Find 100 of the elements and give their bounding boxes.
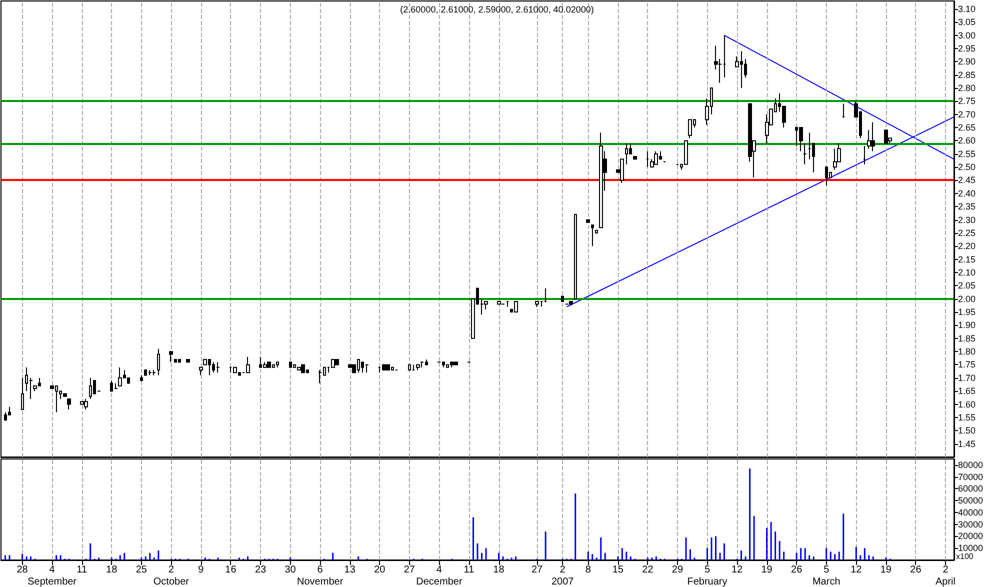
candlestick — [595, 230, 598, 234]
y-tick-label: 3.05 — [958, 17, 976, 28]
x-tick-label: 12 — [850, 564, 862, 576]
candlestick — [289, 362, 292, 368]
x-tick-label: 4 September — [28, 564, 78, 587]
y-tick-label: 2.70 — [958, 109, 976, 120]
x-tick-label: 5 February — [687, 564, 728, 587]
candlestick — [233, 366, 237, 374]
y-tick-label: 1.55 — [958, 412, 976, 422]
y-tick-label: 60000 — [958, 484, 984, 494]
y-tick-label: 50000 — [958, 496, 984, 506]
candlestick — [544, 288, 547, 302]
candlestick — [297, 366, 301, 371]
x-tick-label: 18 — [493, 564, 505, 576]
y-tick-label: 1.90 — [958, 320, 976, 330]
y-tick-label: 2.95 — [958, 43, 976, 54]
y-tick-label: 20000 — [958, 531, 984, 542]
x-tick-label: 9 — [198, 564, 204, 576]
y-tick-label: 2.40 — [958, 188, 976, 198]
y-tick-label: 2.05 — [958, 280, 976, 291]
y-tick-label: 2.75 — [958, 96, 976, 106]
y-tick-label: 1.65 — [958, 386, 976, 396]
candlestick — [267, 362, 271, 368]
x-tick-label: 5 March — [812, 564, 840, 587]
candlestick — [318, 370, 322, 384]
candlestick — [591, 224, 594, 247]
y-tick-label: 3.00 — [958, 30, 976, 40]
x-tick-label: 13 — [344, 564, 356, 576]
y-tick-label: 2.30 — [958, 214, 976, 225]
candlestick — [620, 158, 624, 184]
x-tick-label: 12 — [731, 564, 744, 576]
x-tick-label: 26 — [910, 564, 922, 576]
candlestick — [412, 364, 415, 371]
x-tick-label: 6 November — [297, 564, 344, 587]
candlestick — [140, 374, 143, 382]
candlestick — [386, 364, 390, 371]
y-tick-label: 1.95 — [958, 307, 976, 318]
candlestick — [561, 296, 564, 302]
x-tick-label: 15 — [612, 564, 624, 576]
y-tick-label: 2.90 — [958, 56, 976, 67]
candlestick — [276, 362, 279, 368]
candlestick — [723, 34, 726, 78]
y-tick-label: 2.55 — [958, 148, 976, 159]
y-tick-label: 2.50 — [958, 162, 976, 172]
y-tick-label: 2.65 — [958, 122, 976, 133]
y-tick-label: 1.70 — [958, 372, 976, 383]
candlestick — [450, 362, 454, 368]
y-tick-label: 40000 — [958, 507, 984, 518]
candlestick — [216, 362, 220, 374]
candlestick — [408, 364, 411, 371]
x-tick-label: 29 — [672, 564, 684, 576]
candlestick — [21, 377, 24, 410]
candlestick — [454, 362, 458, 366]
x-tick-label: 30 — [284, 564, 296, 576]
x-tick-label: 23 — [254, 564, 267, 576]
candlestick — [884, 130, 888, 144]
candlestick — [246, 356, 250, 374]
candlestick — [301, 364, 305, 374]
candlestick — [799, 127, 803, 152]
candlestick — [688, 119, 692, 139]
candlestick — [178, 358, 181, 363]
x-tick-label: 8 — [585, 564, 592, 576]
candlestick — [148, 370, 152, 376]
y-tick-label: 30000 — [958, 519, 984, 530]
candlestick — [199, 366, 203, 376]
x-tick-label: 19 — [880, 564, 892, 576]
y-tick-label: 80000 — [958, 460, 984, 470]
chart-title: (2.60000, 2.61000, 2.59000, 2.61000, 40.02000) — [400, 4, 594, 14]
x-tick-label: 11 — [76, 564, 88, 576]
x-tick-label: 4 December — [416, 564, 463, 587]
y-tick-label: 1.80 — [958, 346, 976, 357]
y-tick-label: 3.10 — [958, 4, 976, 14]
candlestick — [84, 398, 88, 410]
candlestick — [569, 300, 573, 305]
x-tick-label: 2 2007 — [551, 564, 574, 587]
candlestick — [335, 358, 339, 366]
candlestick — [382, 364, 386, 371]
y-tick-label: 70000 — [958, 472, 984, 482]
y-tick-label: 2.10 — [958, 267, 976, 278]
candlestick — [535, 300, 539, 308]
candlestick — [514, 300, 518, 313]
y-tick-label: 1.45 — [958, 438, 976, 449]
y-tick-label: 1.85 — [958, 333, 976, 344]
candlestick — [863, 145, 866, 165]
candlestick — [186, 358, 190, 363]
candlestick — [646, 150, 649, 168]
y-tick-label: 2.20 — [958, 241, 976, 252]
candlestick — [825, 166, 828, 186]
candlestick — [67, 398, 71, 410]
candlestick — [633, 156, 637, 160]
y-tick-label: 1.60 — [958, 399, 976, 410]
candlestick — [497, 300, 501, 305]
candlestick — [654, 150, 658, 165]
candlestick — [416, 364, 420, 371]
x-tick-label: 19 — [761, 564, 773, 576]
y-tick-label: 2.00 — [958, 294, 976, 304]
candlestick — [114, 382, 118, 389]
candlestick — [152, 370, 156, 376]
candlestick — [118, 366, 122, 386]
x-tick-label: 27 — [404, 564, 416, 576]
